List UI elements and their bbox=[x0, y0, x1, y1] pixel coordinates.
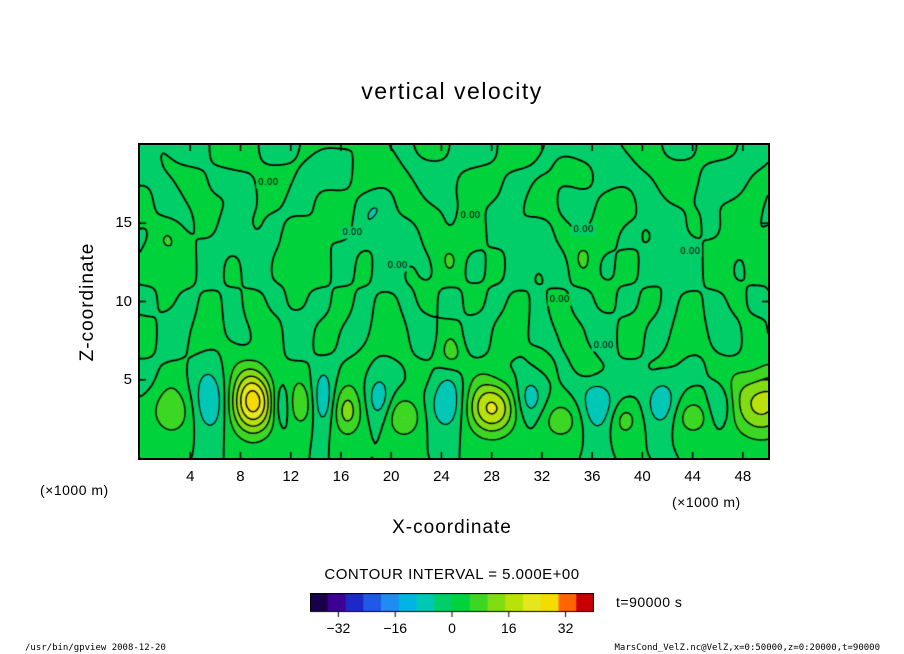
colorbar-tick-label: −16 bbox=[383, 620, 408, 636]
x-tick-label: 12 bbox=[282, 468, 300, 485]
z-axis-label: Z-coordinate bbox=[77, 242, 98, 362]
z-tick-label: 5 bbox=[123, 370, 132, 388]
x-tick-label: 24 bbox=[433, 468, 450, 485]
x-tick-label: 28 bbox=[483, 468, 501, 485]
x-tick-label: 40 bbox=[634, 468, 651, 485]
chart-title: vertical velocity bbox=[361, 78, 543, 104]
z-tick-label: 10 bbox=[115, 292, 132, 310]
x-tick-label: 4 bbox=[186, 468, 195, 485]
colorbar-tick-label: 32 bbox=[557, 620, 574, 636]
x-tick-label: 20 bbox=[382, 468, 400, 485]
colorbar-tick-label: −32 bbox=[326, 620, 351, 636]
contour-plot-canvas bbox=[140, 145, 768, 458]
footer-command-path: /usr/bin/gpview 2008-12-20 bbox=[25, 643, 166, 653]
x-tick-label: 48 bbox=[734, 468, 752, 485]
x-tick-label: 36 bbox=[583, 468, 601, 485]
colorbar bbox=[310, 593, 594, 619]
contour-interval-label: CONTOUR INTERVAL = 5.000E+00 bbox=[324, 566, 580, 583]
z-axis-unit-label: (×1000 m) bbox=[40, 482, 109, 498]
x-tick-label: 44 bbox=[684, 468, 701, 485]
x-tick-label: 32 bbox=[533, 468, 551, 485]
time-label: t=90000 s bbox=[616, 594, 683, 610]
footer-dataset-info: MarsCond_VelZ.nc@VelZ,x=0:50000,z=0:2000… bbox=[614, 643, 880, 653]
plot-area bbox=[138, 143, 770, 460]
z-tick-label: 15 bbox=[115, 214, 132, 232]
x-tick-label: 8 bbox=[236, 468, 245, 485]
colorbar-tick-label: 0 bbox=[448, 620, 456, 636]
x-axis-label: X-coordinate bbox=[392, 517, 512, 538]
colorbar-tick-label: 16 bbox=[501, 620, 517, 636]
x-tick-label: 16 bbox=[332, 468, 350, 485]
x-axis-unit-label: (×1000 m) bbox=[672, 494, 741, 510]
